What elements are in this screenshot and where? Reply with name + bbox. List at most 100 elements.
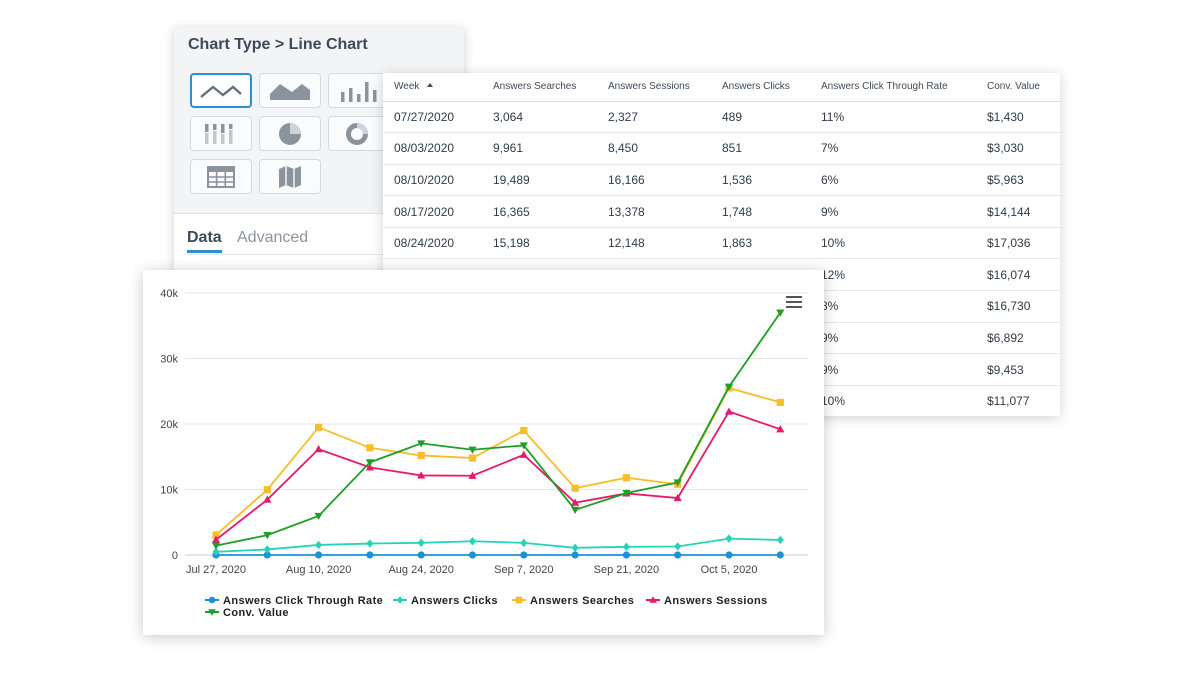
- legend-label: Conv. Value: [223, 607, 289, 619]
- cell-ctr: 8%: [810, 290, 976, 323]
- table-row: 07/27/2020 3,064 2,327 489 11% $1,430: [383, 101, 1060, 134]
- cell-clicks: 489: [711, 101, 810, 134]
- data-point: [571, 498, 580, 506]
- data-point: [622, 489, 631, 498]
- legend-label: Answers Sessions: [664, 595, 768, 607]
- data-point: [468, 471, 477, 479]
- cell-week: 08/17/2020: [383, 195, 482, 228]
- data-point: [571, 506, 580, 514]
- tab-data[interactable]: Data: [187, 229, 222, 253]
- legend-label: Answers Searches: [530, 595, 634, 607]
- area-chart-icon: [270, 83, 310, 100]
- sort-ascending-icon[interactable]: [427, 83, 434, 88]
- data-point: [366, 539, 374, 548]
- x-tick-label: Sep 21, 2020: [594, 564, 659, 576]
- data-point: [315, 551, 323, 559]
- cell-searches: 3,064: [482, 101, 597, 134]
- column-header-searches[interactable]: Answers Searches: [482, 73, 597, 102]
- bar-chart-icon: [341, 81, 377, 102]
- cell-week: 08/03/2020: [383, 132, 482, 165]
- stacked-bar-icon: [205, 123, 233, 144]
- data-point: [468, 537, 477, 546]
- series-line: [215, 312, 782, 547]
- data-point: [622, 474, 630, 482]
- data-point: [212, 547, 220, 556]
- series-line: [215, 386, 781, 536]
- data-point: [315, 540, 323, 550]
- column-header-week[interactable]: Week: [383, 73, 482, 102]
- cell-conv-value: $3,030: [976, 132, 1060, 165]
- data-point: [417, 440, 426, 448]
- donut-chart-icon: [346, 122, 368, 145]
- data-point: [725, 551, 733, 559]
- bar-chart-button[interactable]: [328, 73, 386, 108]
- data-point: [776, 535, 784, 545]
- map-icon: [279, 165, 301, 188]
- data-point: [365, 463, 374, 471]
- chart-menu-icon[interactable]: [786, 296, 802, 310]
- cell-conv-value: $14,144: [976, 195, 1060, 228]
- legend-label: Answers Click Through Rate: [223, 595, 383, 607]
- cell-searches: 15,198: [482, 227, 597, 260]
- cell-searches: 9,961: [482, 132, 597, 165]
- column-header-ctr[interactable]: Answers Click Through Rate: [810, 73, 976, 102]
- cell-clicks: 1,863: [711, 227, 810, 260]
- data-point: [571, 551, 579, 559]
- cell-sessions: 12,148: [597, 227, 711, 260]
- column-header-clicks[interactable]: Answers Clicks: [711, 73, 810, 102]
- cell-sessions: 16,166: [597, 164, 711, 197]
- data-point: [520, 426, 528, 435]
- line-chart-card: 0 10k 20k 30k 40k Jul 27, 2020 Aug 10, 2020 Aug…: [143, 270, 824, 635]
- table-header-row: Week Answers Searches Answers Sessions A…: [383, 73, 1060, 102]
- x-tick-label: Oct 5, 2020: [701, 564, 758, 576]
- area-chart-button[interactable]: [259, 73, 321, 108]
- data-point: [366, 444, 374, 452]
- line-chart-button[interactable]: [190, 73, 252, 108]
- line-chart: 0 10k 20k 30k 40k Jul 27, 2020 Aug 10, 2020 Aug…: [160, 288, 808, 619]
- cell-conv-value: $1,430: [976, 101, 1060, 134]
- cell-conv-value: $6,892: [976, 322, 1060, 355]
- tab-advanced[interactable]: Advanced: [237, 229, 309, 246]
- data-point: [365, 459, 374, 467]
- data-point: [208, 596, 216, 604]
- data-point: [315, 423, 323, 431]
- table-row: 08/03/2020 9,961 8,450 851 7% $3,030: [383, 132, 1060, 165]
- x-tick-label: Jul 27, 2020: [186, 564, 246, 576]
- data-point: [571, 484, 579, 492]
- data-point: [417, 538, 425, 547]
- data-point: [776, 309, 785, 317]
- data-point: [776, 398, 784, 406]
- cell-conv-value: $11,077: [987, 394, 1030, 409]
- legend-label: Answers Clicks: [411, 595, 498, 607]
- cell-week: 07/27/2020: [383, 101, 482, 134]
- donut-chart-button[interactable]: [328, 116, 386, 151]
- table-chart-button[interactable]: [190, 159, 252, 194]
- stacked-bar-button[interactable]: [190, 116, 252, 151]
- cell-ctr: 10%: [810, 227, 976, 260]
- pie-chart-button[interactable]: [259, 116, 321, 151]
- data-point: [724, 383, 734, 391]
- data-point: [724, 407, 734, 415]
- data-point: [520, 551, 528, 559]
- cell-conv-value: $16,074: [976, 258, 1060, 292]
- x-tick-label: Sep 7, 2020: [494, 564, 553, 576]
- series-line: [215, 537, 781, 553]
- column-header-conv-value[interactable]: Conv. Value: [976, 73, 1060, 102]
- cell-ctr: 9%: [810, 195, 976, 228]
- data-point: [649, 596, 657, 603]
- x-tick-label: Aug 24, 2020: [388, 564, 453, 576]
- data-point: [674, 542, 682, 551]
- cell-sessions: 8,450: [597, 132, 711, 165]
- cell-ctr: 10%: [821, 394, 846, 409]
- data-point: [314, 512, 323, 521]
- data-point: [515, 596, 523, 604]
- data-point: [519, 442, 528, 450]
- column-header-sessions[interactable]: Answers Sessions: [597, 73, 711, 102]
- x-tick-label: Aug 10, 2020: [286, 564, 351, 576]
- cell-conv-value: $17,036: [976, 227, 1060, 260]
- data-point: [263, 545, 271, 554]
- tab-divider: [184, 254, 452, 255]
- data-point: [417, 551, 425, 559]
- cell-searches: 19,489: [482, 164, 597, 197]
- map-chart-button[interactable]: [259, 159, 321, 194]
